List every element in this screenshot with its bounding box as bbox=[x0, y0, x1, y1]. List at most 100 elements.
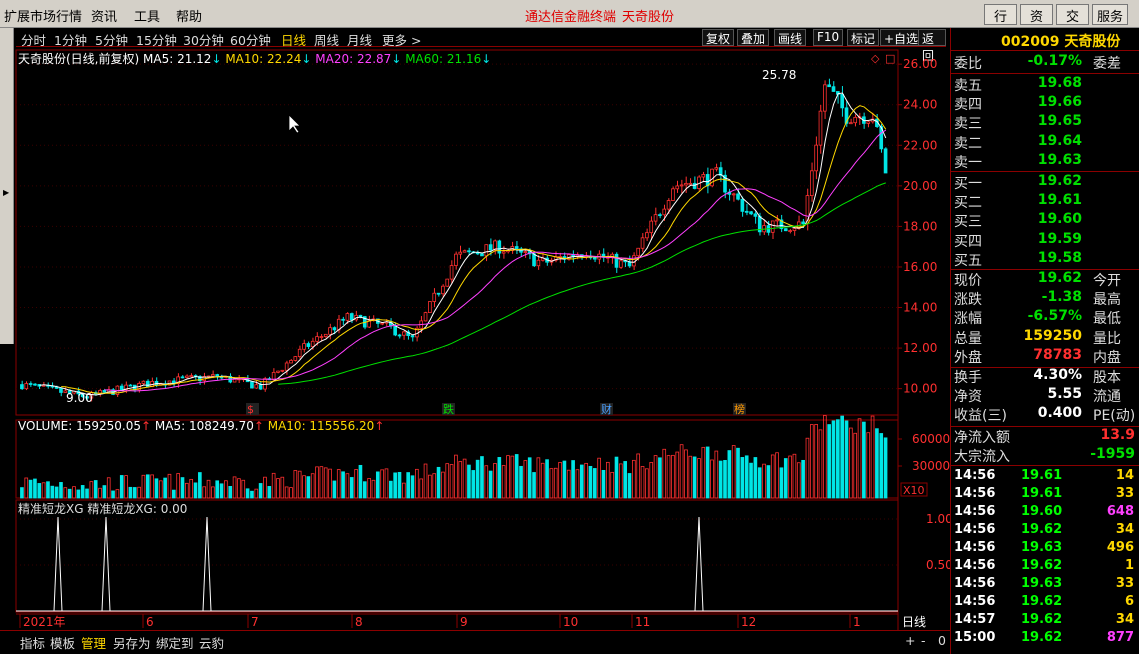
volume-bar bbox=[176, 473, 180, 499]
candle-body bbox=[788, 230, 792, 232]
volume-bar bbox=[419, 478, 424, 499]
tab-save-as[interactable]: 另存为 bbox=[113, 636, 151, 651]
volume-bar bbox=[883, 437, 888, 499]
volume-bar bbox=[215, 480, 220, 499]
menu-tools[interactable]: 工具 bbox=[134, 10, 161, 25]
volume-bar bbox=[836, 419, 840, 499]
period-monthly[interactable]: 月线 bbox=[347, 33, 373, 48]
candle-body bbox=[445, 278, 450, 287]
overlay-button[interactable]: 叠加 bbox=[737, 29, 770, 46]
menu-extended-market[interactable]: 扩展市场行情 bbox=[4, 10, 83, 25]
volume-bar bbox=[749, 462, 753, 499]
event-marker-text[interactable]: 跌 bbox=[443, 402, 454, 416]
volume-bar bbox=[428, 474, 432, 499]
collapse-arrow-icon[interactable]: ▶ bbox=[3, 188, 10, 197]
ma20-line bbox=[104, 129, 887, 392]
volume-bar bbox=[406, 472, 411, 499]
candle-body bbox=[423, 312, 428, 322]
volume-bar bbox=[571, 460, 575, 499]
event-marker[interactable] bbox=[600, 403, 613, 415]
volume-bar bbox=[658, 457, 662, 499]
stat2-row-0: 换手 4.30% 股本 bbox=[951, 367, 1137, 386]
candle-body bbox=[523, 251, 528, 253]
volume-bar bbox=[545, 459, 549, 499]
diamond-icon[interactable]: ◇ bbox=[871, 52, 880, 65]
candle-body bbox=[718, 167, 723, 176]
restore-rights-button[interactable]: 复权 bbox=[702, 29, 735, 46]
candle-body bbox=[258, 384, 263, 390]
candle-body bbox=[684, 183, 688, 186]
volume-bar bbox=[532, 472, 536, 499]
volume-bar bbox=[154, 478, 159, 499]
tick-volume: 496 bbox=[1106, 540, 1134, 555]
candle-body bbox=[844, 107, 849, 124]
period-timeshare[interactable]: 分时 bbox=[21, 33, 47, 48]
volume-bar bbox=[692, 456, 697, 499]
menu-help[interactable]: 帮助 bbox=[176, 10, 203, 25]
volume-bar bbox=[111, 490, 115, 499]
event-marker-text[interactable]: $ bbox=[247, 403, 254, 416]
square-icon[interactable]: □ bbox=[885, 52, 895, 65]
tick-row: 15:00 19.62 877 bbox=[951, 630, 1139, 648]
tab-indicator[interactable]: 指标 bbox=[20, 636, 46, 651]
period-30min[interactable]: 30分钟 bbox=[183, 33, 224, 48]
stock-title: 天奇股份 bbox=[622, 10, 675, 25]
indicator-plot bbox=[16, 516, 898, 612]
event-marker[interactable] bbox=[246, 403, 259, 415]
volume-bar bbox=[818, 429, 823, 499]
quote-panel: 002009 天奇股份 委比 -0.17% 委差 卖五 19.68 卖四 19.66 卖三 1… bbox=[950, 28, 1139, 654]
volume-bar bbox=[645, 468, 649, 499]
volume-bar bbox=[801, 459, 805, 499]
draw-line-button[interactable]: 画线 bbox=[774, 29, 807, 46]
candle-body bbox=[614, 253, 619, 268]
period-60min[interactable]: 60分钟 bbox=[230, 33, 271, 48]
volume-bar bbox=[553, 467, 558, 499]
back-button[interactable]: 返回 bbox=[918, 29, 946, 63]
tab-bind-to[interactable]: 绑定到 bbox=[156, 636, 194, 651]
tab-manage[interactable]: 管理 bbox=[81, 636, 107, 651]
volume-bar bbox=[341, 471, 345, 499]
event-marker[interactable] bbox=[442, 403, 455, 415]
tick-price: 19.62 bbox=[1021, 558, 1063, 573]
bid-row-4: 买四 19.59 bbox=[951, 231, 1137, 250]
period-weekly[interactable]: 周线 bbox=[314, 33, 340, 48]
menu-news[interactable]: 资讯 bbox=[91, 10, 118, 25]
volume-bar bbox=[775, 452, 779, 499]
market-button[interactable]: 行情 bbox=[984, 4, 1017, 44]
stat-row-2-value: -6.57% bbox=[1027, 308, 1082, 325]
left-collapse-strip[interactable]: ▶ bbox=[0, 28, 14, 344]
f10-button[interactable]: F10 bbox=[813, 29, 844, 46]
volume-bar bbox=[480, 456, 484, 499]
volume-bar bbox=[306, 476, 311, 499]
news-button[interactable]: 资讯 bbox=[1020, 4, 1053, 44]
candle-body bbox=[775, 219, 779, 222]
candle-body bbox=[701, 174, 706, 178]
volume-bar bbox=[562, 460, 567, 499]
volume-bar bbox=[684, 449, 688, 499]
kline-chart[interactable]: 26.00 24.00 22.00 20.00 18.00 16.00 14.00 12.00… bbox=[0, 0, 950, 654]
period-more[interactable]: 更多 > bbox=[382, 33, 422, 48]
event-marker[interactable] bbox=[733, 403, 746, 415]
stat2-row-1-label: 净资 bbox=[954, 389, 982, 406]
zoom-out-button[interactable]: - bbox=[921, 633, 926, 648]
reset-button[interactable]: 0 bbox=[938, 633, 946, 648]
volume-bar bbox=[592, 468, 597, 499]
volume-bar bbox=[688, 455, 693, 499]
period-daily[interactable]: 日线 bbox=[281, 33, 307, 48]
tab-yunbao[interactable]: 云豹 bbox=[199, 636, 225, 651]
zoom-in-button[interactable]: + bbox=[905, 633, 916, 648]
trade-button[interactable]: 交易 bbox=[1056, 4, 1089, 44]
up-arrow-icon: ↑ bbox=[374, 419, 385, 433]
mark-button[interactable]: 标记 bbox=[847, 29, 880, 46]
candle-body bbox=[849, 122, 853, 125]
tick-volume: 34 bbox=[1115, 612, 1134, 627]
period-5min[interactable]: 5分钟 bbox=[95, 33, 128, 48]
stat-row-1-label: 涨跌 bbox=[954, 292, 982, 309]
tab-template[interactable]: 模板 bbox=[50, 636, 76, 651]
period-15min[interactable]: 15分钟 bbox=[136, 33, 177, 48]
service-button[interactable]: 服务 bbox=[1092, 4, 1128, 25]
event-marker-text[interactable]: 榜 bbox=[734, 402, 745, 416]
candle-body bbox=[536, 259, 541, 267]
period-1min[interactable]: 1分钟 bbox=[54, 33, 87, 48]
event-marker-text[interactable]: 财 bbox=[601, 402, 612, 416]
